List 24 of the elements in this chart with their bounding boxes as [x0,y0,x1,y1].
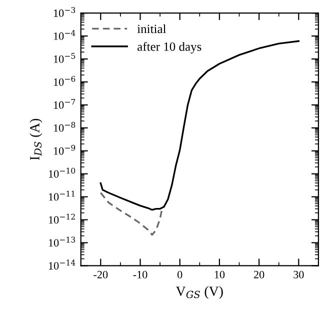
x-tick-label: -20 [94,270,108,278]
line-series [100,40,300,211]
y-tick-label: 10$^{−3}$ [54,7,76,17]
x-tick-label: 30 [294,270,304,278]
legend-label: after 10 days [138,42,202,54]
x-tick-label: 0 [177,270,182,278]
x-tick-label: 10 [214,270,225,278]
y-tick-label: 10$^{−4}$ [54,30,76,40]
y-tick-label: 10$^{−9}$ [54,144,76,155]
y-tick-label: 10$^{−14}$ [48,260,76,270]
y-tick-label: 10$^{−10}$ [48,168,76,178]
y-tick-label: 10$^{−8}$ [54,122,76,132]
x-axis-title: V$_{GS}$ (V) [176,286,223,299]
x-tick-label: -10 [133,270,148,278]
y-tick-label: 10$^{−5}$ [54,53,76,63]
y-tick-label: 10$^{−7}$ [54,98,76,109]
y-tick-label: 10$^{−6}$ [54,76,76,86]
y-tick-label: 10$^{−12}$ [48,214,75,224]
line-series [100,192,165,236]
y-tick-label: 10$^{−11}$ [48,190,75,201]
legend-label: initial [137,24,166,34]
y-tick-label: 10$^{−13}$ [48,236,76,247]
x-tick-label: 20 [254,270,264,278]
y-axis-title: I$_{DS}$ (A) [30,118,42,160]
